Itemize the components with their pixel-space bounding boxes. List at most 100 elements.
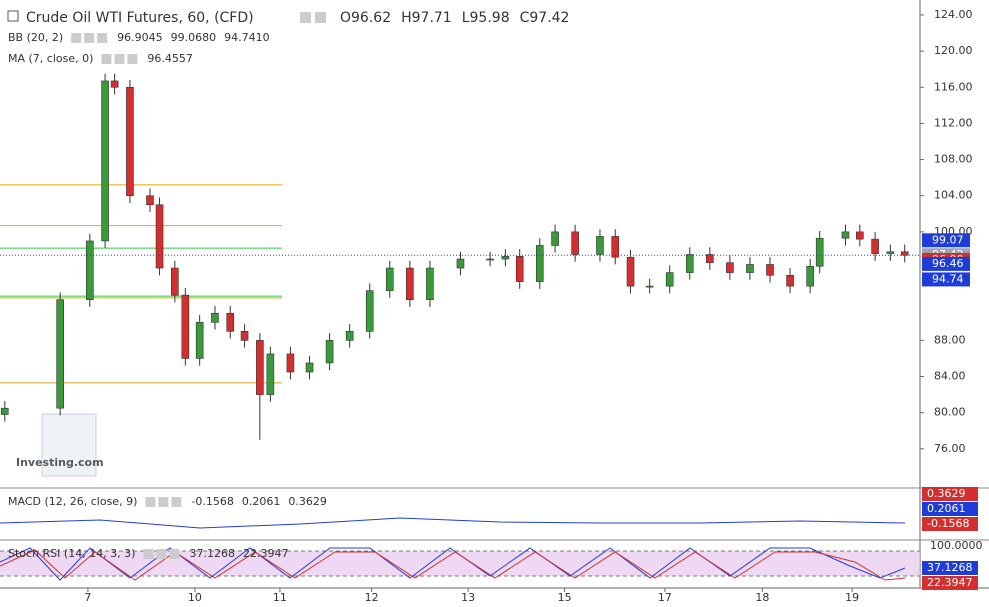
indicator-button[interactable] [143, 549, 154, 559]
x-tick-label: 11 [273, 591, 287, 604]
y-tick-label: 76.00 [934, 442, 966, 455]
candle-body [645, 285, 654, 288]
indicator-button[interactable] [71, 33, 82, 43]
candle-body [126, 86, 134, 197]
y-tick-label: 84.00 [934, 370, 966, 383]
macd-line [0, 517, 906, 529]
indicator-button[interactable] [169, 549, 180, 559]
candle-body [871, 238, 879, 254]
candle-body [305, 362, 314, 373]
stoch-axis-label: 100.0000 [930, 539, 983, 552]
price-badge-label: 94.74 [932, 272, 964, 285]
indicator-value: 0.3629 [288, 495, 327, 508]
candle-body [806, 265, 814, 287]
candle-body [611, 236, 620, 258]
indicator-button[interactable] [156, 549, 167, 559]
candle-body [841, 231, 850, 239]
price-badge-label: 99.07 [932, 233, 964, 246]
candle-body [515, 255, 524, 282]
candle-body [886, 251, 895, 254]
y-tick-label: 88.00 [934, 333, 966, 346]
pane-badge [922, 561, 978, 575]
indicator-value: 96.9045 [117, 31, 163, 44]
indicator-button[interactable] [97, 33, 108, 43]
indicator-button[interactable] [127, 54, 138, 64]
eye-button[interactable] [300, 12, 311, 23]
pane-badge-label: 0.3629 [927, 487, 966, 500]
indicator-name: BB (20, 2) [8, 31, 63, 44]
candle-body [746, 264, 754, 273]
indicator-name: MA (7, close, 0) [8, 52, 93, 65]
candle-body [0, 407, 9, 415]
indicator-button[interactable] [158, 497, 169, 507]
pane-badge-label: 37.1268 [927, 561, 973, 574]
chart-title: Crude Oil WTI Futures, 60, (CFD) [26, 10, 254, 26]
indicator-value: 22.3947 [243, 547, 289, 560]
y-tick-label: 104.00 [934, 189, 973, 202]
pane-badge-label: 0.2061 [927, 502, 966, 515]
candle-body [501, 255, 510, 260]
x-tick-label: 15 [558, 591, 572, 604]
indicator-button[interactable] [145, 497, 156, 507]
price-badge [922, 256, 970, 271]
indicator-value: 96.4557 [147, 52, 193, 65]
candle-body [86, 240, 94, 300]
candle-body [856, 231, 864, 240]
ohlc-label: C97.42 [520, 10, 570, 26]
indicator-name: Stoch RSI (14, 14, 3, 3) [8, 547, 135, 560]
candle-body [385, 267, 394, 291]
indicator-button[interactable] [101, 54, 112, 64]
candle-body [325, 340, 334, 364]
pane-badge-label: -0.1568 [927, 517, 969, 530]
candle-body [706, 254, 714, 263]
ohlc-label: O96.62 [340, 10, 391, 26]
candle-body [456, 258, 465, 269]
candle-body [685, 254, 694, 273]
pane-badge [922, 502, 978, 516]
candle-body [101, 80, 109, 242]
x-tick-label: 17 [658, 591, 672, 604]
pane-badge-label: 22.3947 [927, 576, 973, 589]
y-tick-label: 124.00 [934, 8, 973, 21]
indicator-button[interactable] [114, 54, 125, 64]
pane-badge [922, 576, 978, 590]
candle-body [226, 312, 235, 332]
indicator-value: 99.0680 [171, 31, 217, 44]
x-tick-label: 18 [755, 591, 769, 604]
indicator-button[interactable] [171, 497, 182, 507]
header: Crude Oil WTI Futures, 60, (CFD) [7, 10, 326, 26]
x-tick-label: 13 [461, 591, 475, 604]
indicator-value: -0.1568 [191, 495, 233, 508]
y-tick-label: 120.00 [934, 44, 973, 57]
price-badge [922, 272, 970, 287]
ohlc-label: H97.71 [401, 10, 452, 26]
x-tick-label: 12 [365, 591, 379, 604]
candle-body [535, 245, 544, 282]
indicator-button[interactable] [84, 33, 95, 43]
candle-body [211, 312, 219, 323]
y-tick-label: 80.00 [934, 406, 966, 419]
candle-body [815, 237, 824, 267]
stoch-k [0, 547, 906, 581]
candle-body [266, 353, 275, 395]
candle-body [256, 340, 264, 395]
price-badge-label: 96.46 [932, 257, 964, 270]
candle-body [286, 353, 295, 373]
indicator-value: 37.1268 [189, 547, 235, 560]
candle-body [155, 204, 164, 269]
candle-body [900, 251, 909, 256]
candle-body [626, 256, 635, 287]
candle-body [56, 299, 64, 409]
candle-body [486, 258, 494, 261]
ohlc-label: L95.98 [462, 10, 510, 26]
symbol-icon [7, 10, 19, 22]
y-tick-label: 116.00 [934, 80, 973, 93]
candle-body [345, 331, 354, 341]
candle-body [766, 264, 774, 276]
settings-button[interactable] [315, 12, 326, 23]
candle-body [365, 290, 374, 332]
candle-body [146, 195, 154, 206]
y-tick-label: 108.00 [934, 153, 973, 166]
